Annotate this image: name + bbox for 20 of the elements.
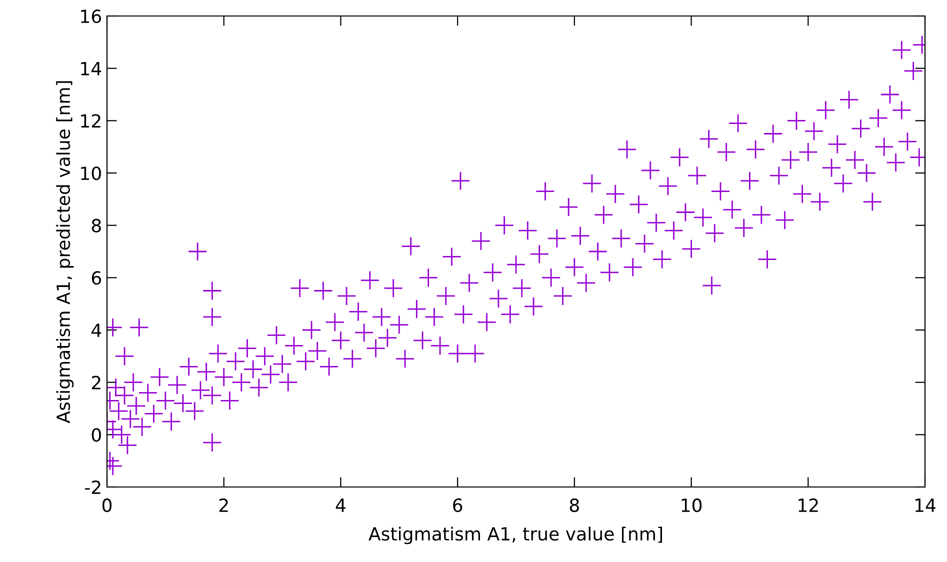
y-tick-label: 14 [81, 62, 102, 76]
y-tick-label: 6 [92, 271, 101, 285]
x-tick-label: 10 [682, 498, 702, 512]
x-tick-label: 14 [915, 498, 936, 512]
y-tick-label: 8 [92, 218, 101, 232]
x-tick-label: 2 [219, 498, 228, 512]
x-tick-label: 8 [570, 498, 579, 512]
x-tick-label: 4 [336, 498, 346, 512]
y-tick-label: 2 [92, 376, 100, 390]
x-tick-label: 0 [102, 498, 112, 512]
y-tick-label: 0 [92, 428, 101, 442]
y-tick-label: 16 [81, 9, 101, 24]
y-tick-label: 4 [92, 324, 102, 337]
x-tick-label: 6 [453, 498, 462, 512]
y-tick-label: 12 [81, 114, 100, 128]
x-tick-label: 12 [798, 498, 818, 512]
y-tick-label: -2 [85, 480, 100, 494]
y-axis-title: Astigmatism A1, predicted value [nm] [56, 81, 74, 424]
x-axis-title: Astigmatism A1, true value [nm] [368, 526, 662, 544]
y-tick-label: 10 [81, 166, 101, 180]
